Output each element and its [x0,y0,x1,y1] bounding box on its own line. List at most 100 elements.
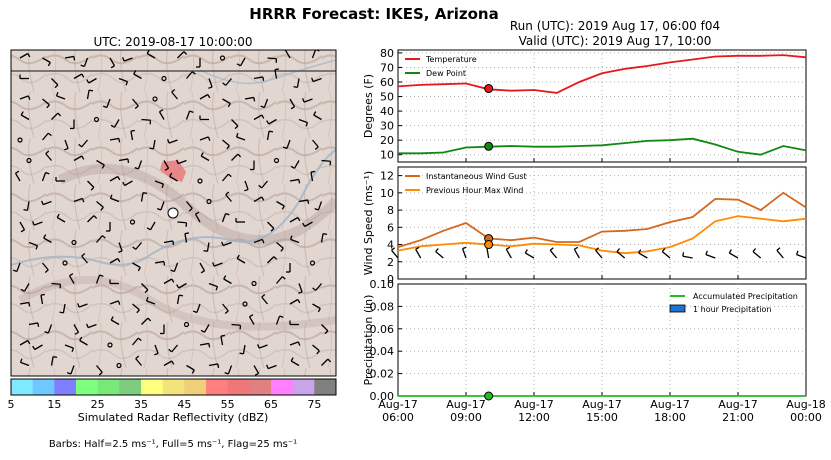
map-wind-barb [261,180,268,189]
map-wind-barb-feather [54,84,59,89]
map-wind-barb [19,95,29,100]
map-wind-barb-feather [64,147,69,151]
map-wind-barb [276,276,283,284]
map-wind-barb [42,262,49,271]
wind-barb-feather [795,250,799,255]
station-marker [167,207,179,219]
map-wind-barb [208,282,218,288]
wind-barb-feather [595,247,600,251]
current-time-marker [484,84,494,94]
map-wind-barb-feather [98,371,103,376]
map-wind-barb [154,180,164,185]
map-wind-barb-feather [227,173,232,178]
map-wind-barb [28,322,38,326]
map-wind-barb-feather [80,64,85,68]
map-wind-barb-feather [47,132,52,137]
river [11,149,336,266]
map-wind-barb [289,98,296,108]
river [199,59,336,85]
map-wind-barb [222,173,229,182]
map-wind-barb [289,178,299,182]
colorbar-tick-label: 75 [307,398,321,411]
x-tick-label: Aug-17 [582,398,621,411]
map-wind-barb [20,114,30,121]
map-wind-barb-feather [191,71,196,75]
map-wind-barb [40,295,44,305]
map-wind-barb-feather [79,336,83,341]
y-tick-label: 0.06 [370,323,395,336]
colorbar-tick-label: 55 [221,398,235,411]
map-wind-barb-feather [45,171,50,175]
y-tick-label: 4 [387,239,394,252]
map-wind-barb-feather [298,179,301,184]
y-tick-label: 0.02 [370,368,395,381]
map-wind-barb [231,119,239,127]
wind-barb [505,249,512,259]
map-wind-barb-feather [262,76,265,81]
map-wind-barb-feather [178,294,184,297]
map-wind-barb [81,255,88,264]
map-wind-barb [199,93,209,100]
map-wind-barb [146,52,156,59]
x-tick-label: 15:00 [586,411,618,424]
colorbar-swatch [54,379,77,395]
map-wind-barb [79,339,88,346]
map-wind-barb [242,344,246,354]
map-wind-barb [141,283,149,291]
wind-barb-feather [752,248,757,252]
map-wind-barb [315,283,322,291]
map-wind-barb-feather [307,199,310,204]
map-wind-barb [135,358,142,366]
map-wind-barb [186,71,193,79]
map-wind-barb [123,57,133,62]
map-wind-barb [14,172,21,182]
map-wind-barb-feather [171,278,175,283]
map-wind-barb-feather [208,343,211,348]
wind-barb [549,249,558,259]
map-wind-barb [321,358,329,366]
map-wind-barb [56,216,66,223]
map-wind-barb [266,131,270,141]
map-wind-barb-feather [136,309,140,314]
map-wind-barb-feather [212,262,215,267]
map-wind-barb [267,221,275,229]
map-time-label: UTC: 2019-08-17 10:00:00 [93,35,252,49]
map-wind-barb [132,303,140,311]
map-wind-barb-feather [20,111,24,116]
map-wind-barb [118,158,128,162]
calm-wind-marker [161,75,167,82]
map-wind-barb [184,233,188,243]
map-wind-barb-feather [170,269,175,273]
map-wind-barb [200,155,210,162]
map-wind-barb-feather [110,124,115,128]
map-wind-barb-feather [171,360,175,365]
map-wind-barb [132,262,141,269]
y-tick-label: 10 [380,149,394,162]
map-wind-barb [317,201,323,211]
map-wind-barb-feather [168,348,173,353]
map-wind-barb-feather [207,94,211,99]
valid-label: Valid (UTC): 2019 Aug 17, 10:00 [519,34,712,48]
map-wind-barb-feather [46,104,50,109]
map-wind-barb-feather [66,371,72,375]
map-wind-barb-feather [225,191,230,196]
map-wind-barb-feather [86,323,89,328]
map-wind-barb [312,344,320,352]
map-wind-barb [220,336,224,346]
map-wind-barb-feather [305,122,309,127]
calm-wind-marker [183,321,190,328]
map-wind-barb [113,119,120,128]
map-wind-barb [62,303,66,313]
current-time-marker [484,141,494,151]
map-wind-barb [199,136,209,141]
map-wind-barb [227,365,233,375]
map-wind-barb-feather [117,258,121,263]
map-wind-barb-feather [135,355,140,360]
map-wind-barb [64,139,69,149]
map-wind-barb-feather [118,138,121,143]
map-wind-barb [163,240,173,244]
map-wind-barb-feather [12,269,18,273]
map-wind-barb-feather [45,150,50,155]
y-tick-label: 6 [387,221,394,234]
